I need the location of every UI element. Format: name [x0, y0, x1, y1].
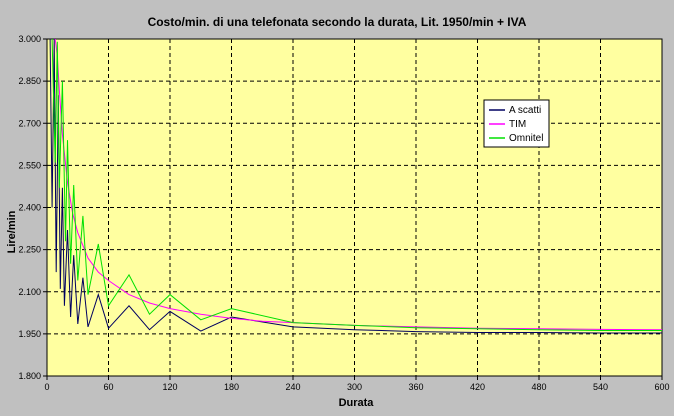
x-tick-label: 0	[44, 382, 49, 392]
y-axis-title: Lire/min	[6, 210, 18, 253]
x-tick-label: 300	[347, 382, 362, 392]
chart-title: Costo/min. di una telefonata secondo la …	[148, 15, 527, 29]
grid-lines	[47, 39, 662, 376]
y-tick-label: 1.800	[18, 371, 41, 381]
legend-label: Omnitel	[509, 133, 543, 144]
x-tick-label: 60	[103, 382, 113, 392]
y-tick-label: 2.700	[18, 118, 41, 128]
x-tick-label: 360	[408, 382, 423, 392]
y-tick-label: 1.950	[18, 329, 41, 339]
x-axis-title: Durata	[339, 397, 375, 409]
legend: A scatti TIM Omnitel	[483, 99, 550, 148]
x-tick-label: 180	[224, 382, 239, 392]
series-line-2	[54, 38, 663, 331]
y-axis-ticks: 1.800 1.950 2.100 2.250 2.400 2.550 2.700 2.850…	[18, 34, 47, 381]
x-tick-label: 240	[285, 382, 300, 392]
legend-box	[483, 99, 550, 148]
y-tick-label: 2.400	[18, 203, 41, 213]
y-tick-label: 2.850	[18, 76, 41, 86]
x-tick-label: 480	[531, 382, 546, 392]
x-tick-label: 600	[654, 382, 669, 392]
y-tick-label: 2.100	[18, 287, 41, 297]
x-tick-label: 540	[593, 382, 608, 392]
legend-label: TIM	[509, 119, 526, 130]
series-line-3	[51, 38, 662, 331]
x-tick-label: 420	[470, 382, 485, 392]
y-tick-label: 2.250	[18, 245, 41, 255]
y-tick-label: 3.000	[18, 34, 41, 44]
x-tick-label: 120	[162, 382, 177, 392]
y-tick-label: 2.550	[18, 160, 41, 170]
series-line-1	[49, 38, 662, 334]
x-axis-ticks: 0 60 120 180 240 300 360 420 480 540 600	[44, 376, 670, 392]
series-lines	[49, 38, 663, 334]
legend-label: A scatti	[509, 105, 541, 116]
